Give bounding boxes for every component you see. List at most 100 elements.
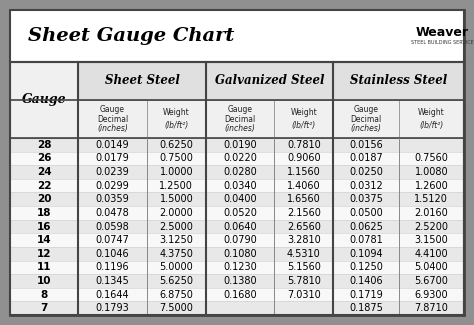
Text: 1.2500: 1.2500 (159, 181, 193, 191)
Text: 0.1080: 0.1080 (223, 249, 257, 259)
Bar (399, 100, 464, 138)
Text: 18: 18 (37, 208, 52, 218)
Text: 0.1046: 0.1046 (96, 249, 129, 259)
Text: (inches): (inches) (97, 124, 128, 133)
Text: 0.0156: 0.0156 (349, 140, 383, 150)
Text: 0.0781: 0.0781 (349, 235, 383, 245)
Text: 12: 12 (37, 249, 52, 259)
Text: Gauge: Gauge (22, 94, 66, 107)
Bar (274, 100, 333, 138)
Bar (10, 138, 464, 152)
Text: 5.0400: 5.0400 (414, 262, 448, 272)
Text: 8: 8 (41, 290, 48, 300)
Text: 0.7560: 0.7560 (414, 153, 448, 163)
Text: 0.0239: 0.0239 (96, 167, 129, 177)
Text: 0.1380: 0.1380 (223, 276, 257, 286)
Text: 4.3750: 4.3750 (159, 249, 193, 259)
Text: (lb/ft²): (lb/ft²) (292, 121, 316, 130)
Text: 0.0149: 0.0149 (96, 140, 129, 150)
Bar (10, 179, 464, 192)
Text: 4.4100: 4.4100 (415, 249, 448, 259)
Text: 0.1793: 0.1793 (96, 303, 129, 313)
Text: Galvanized Steel: Galvanized Steel (215, 74, 324, 87)
Text: 0.0400: 0.0400 (223, 194, 257, 204)
Text: 0.0359: 0.0359 (96, 194, 129, 204)
Text: Weight: Weight (418, 108, 445, 117)
Text: 0.0520: 0.0520 (223, 208, 257, 218)
Text: 7: 7 (40, 303, 48, 313)
Text: 0.1230: 0.1230 (223, 262, 257, 272)
Text: 0.0747: 0.0747 (96, 235, 129, 245)
Bar (10, 10, 464, 62)
Text: Sheet Gauge Chart: Sheet Gauge Chart (28, 27, 234, 45)
Text: 1.1560: 1.1560 (287, 167, 321, 177)
Text: 2.5000: 2.5000 (159, 222, 193, 231)
Text: 0.0625: 0.0625 (349, 222, 383, 231)
Text: 24: 24 (37, 167, 52, 177)
Text: Sheet Steel: Sheet Steel (105, 74, 180, 87)
Text: 20: 20 (37, 194, 52, 204)
Text: 5.7810: 5.7810 (287, 276, 321, 286)
Text: 7.0310: 7.0310 (287, 290, 321, 300)
Text: 6.8750: 6.8750 (159, 290, 193, 300)
Bar (147, 100, 206, 138)
Text: 0.0640: 0.0640 (223, 222, 257, 231)
Text: 0.0190: 0.0190 (223, 140, 257, 150)
Text: 1.4060: 1.4060 (287, 181, 321, 191)
Text: 0.0179: 0.0179 (96, 153, 129, 163)
Text: 0.1875: 0.1875 (349, 303, 383, 313)
Text: Weight: Weight (291, 108, 317, 117)
Text: 0.1680: 0.1680 (223, 290, 257, 300)
Text: 1.5120: 1.5120 (414, 194, 448, 204)
Text: 0.0312: 0.0312 (349, 181, 383, 191)
Text: 0.7810: 0.7810 (287, 140, 321, 150)
Text: 22: 22 (37, 181, 52, 191)
Text: 14: 14 (37, 235, 52, 245)
Text: Gauge: Gauge (228, 105, 253, 114)
Text: (lb/ft²): (lb/ft²) (419, 121, 444, 130)
Text: 0.1345: 0.1345 (96, 276, 129, 286)
Text: 2.0160: 2.0160 (414, 208, 448, 218)
Bar (10, 165, 464, 179)
Bar (10, 62, 464, 315)
Text: STEEL BUILDING SERVICE: STEEL BUILDING SERVICE (410, 40, 474, 45)
Bar (78, 100, 147, 138)
Text: 26: 26 (37, 153, 52, 163)
Text: 2.6560: 2.6560 (287, 222, 321, 231)
Text: 1.0000: 1.0000 (160, 167, 193, 177)
Text: 0.0187: 0.0187 (349, 153, 383, 163)
Text: (lb/ft²): (lb/ft²) (164, 121, 189, 130)
Text: 0.6250: 0.6250 (159, 140, 193, 150)
Bar (10, 233, 464, 247)
Text: 2.5200: 2.5200 (414, 222, 448, 231)
Bar (333, 100, 399, 138)
Text: Weight: Weight (163, 108, 190, 117)
Text: 0.1094: 0.1094 (349, 249, 383, 259)
Text: 0.1196: 0.1196 (96, 262, 129, 272)
Text: (inches): (inches) (351, 124, 382, 133)
Text: 0.7500: 0.7500 (159, 153, 193, 163)
Text: 0.0220: 0.0220 (223, 153, 257, 163)
Text: 3.1500: 3.1500 (414, 235, 448, 245)
Bar (206, 62, 333, 100)
Text: 2.0000: 2.0000 (159, 208, 193, 218)
Text: 5.1560: 5.1560 (287, 262, 321, 272)
Bar (10, 301, 464, 315)
Text: 0.0375: 0.0375 (349, 194, 383, 204)
Text: 0.0340: 0.0340 (223, 181, 257, 191)
Text: 1.0080: 1.0080 (415, 167, 448, 177)
Bar (206, 100, 274, 138)
Bar (10, 274, 464, 288)
Text: 0.0478: 0.0478 (96, 208, 129, 218)
Text: Weaver: Weaver (416, 25, 468, 38)
Bar (10, 192, 464, 206)
Bar (10, 206, 464, 220)
Text: 1.6560: 1.6560 (287, 194, 321, 204)
Text: 0.0598: 0.0598 (96, 222, 129, 231)
Bar (78, 62, 206, 100)
Text: 28: 28 (37, 140, 52, 150)
Text: 0.0790: 0.0790 (223, 235, 257, 245)
Text: 0.1719: 0.1719 (349, 290, 383, 300)
Bar (10, 288, 464, 301)
Text: 6.9300: 6.9300 (415, 290, 448, 300)
